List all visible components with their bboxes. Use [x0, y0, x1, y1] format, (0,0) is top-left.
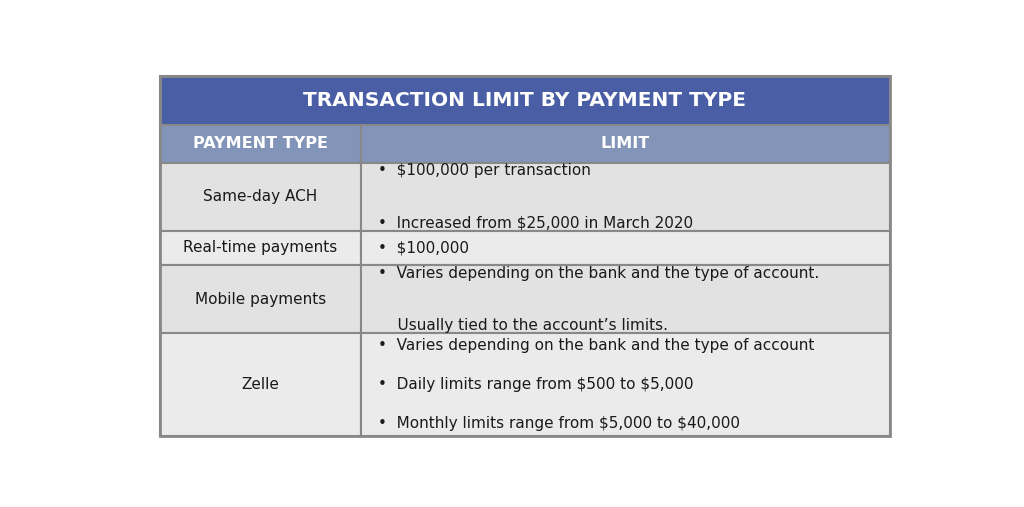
Bar [160, 77, 890, 125]
Text: •  $100,000 per transaction: • $100,000 per transaction [378, 163, 591, 178]
Bar [360, 163, 890, 231]
Bar [160, 265, 360, 333]
Bar [160, 231, 360, 265]
Text: Same-day ACH: Same-day ACH [203, 189, 317, 204]
Bar [360, 125, 890, 163]
Bar [160, 125, 360, 163]
Text: Usually tied to the account’s limits.: Usually tied to the account’s limits. [378, 317, 668, 333]
Text: Zelle: Zelle [242, 377, 280, 392]
Text: TRANSACTION LIMIT BY PAYMENT TYPE: TRANSACTION LIMIT BY PAYMENT TYPE [303, 91, 746, 110]
Bar [160, 333, 360, 436]
Text: •  $100,000: • $100,000 [378, 240, 469, 256]
Text: Real-time payments: Real-time payments [183, 240, 337, 256]
Text: •  Increased from $25,000 in March 2020: • Increased from $25,000 in March 2020 [378, 215, 693, 230]
Bar [360, 333, 890, 436]
Text: •  Varies depending on the bank and the type of account.: • Varies depending on the bank and the t… [378, 266, 819, 281]
Text: Mobile payments: Mobile payments [195, 292, 326, 307]
Text: LIMIT: LIMIT [600, 136, 650, 151]
Text: PAYMENT TYPE: PAYMENT TYPE [193, 136, 328, 151]
Bar [360, 231, 890, 265]
Bar [360, 265, 890, 333]
Text: •  Varies depending on the bank and the type of account: • Varies depending on the bank and the t… [378, 338, 814, 353]
Text: •  Monthly limits range from $5,000 to $40,000: • Monthly limits range from $5,000 to $4… [378, 416, 740, 431]
Bar [160, 163, 360, 231]
Text: •  Daily limits range from $500 to $5,000: • Daily limits range from $500 to $5,000 [378, 377, 693, 392]
